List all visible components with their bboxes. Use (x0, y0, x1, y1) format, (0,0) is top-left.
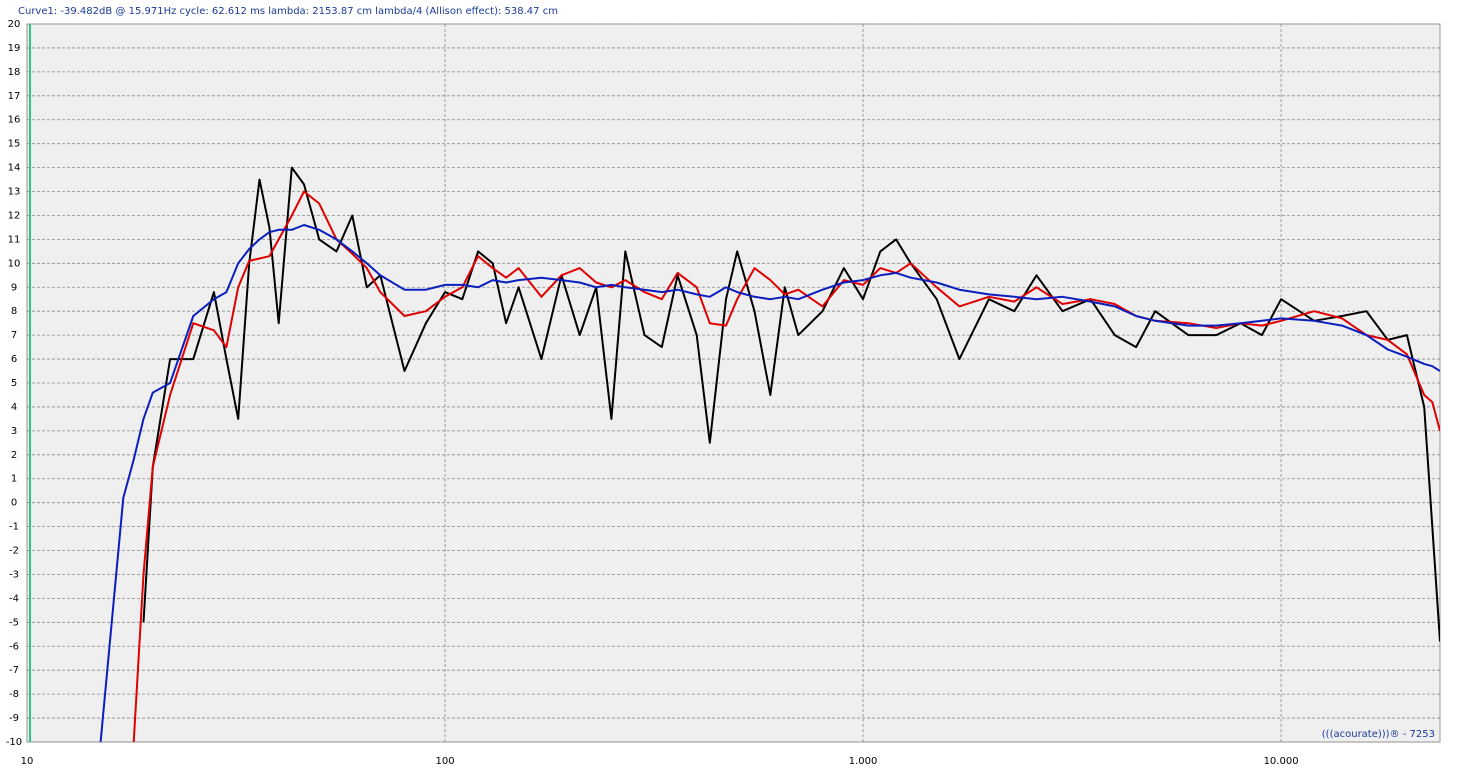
y-tick-label: 3 (11, 426, 17, 437)
y-tick-label: -1 (9, 522, 19, 533)
y-tick-label: 8 (11, 306, 17, 317)
y-tick-label: -9 (9, 713, 19, 724)
y-tick-label: 12 (8, 210, 21, 221)
y-tick-label: 14 (8, 163, 21, 174)
y-tick-label: -8 (9, 689, 19, 700)
x-tick-label: 10 (21, 756, 34, 767)
y-tick-label: 17 (8, 91, 21, 102)
y-tick-label: 10 (8, 258, 21, 269)
series-line (99, 224, 1440, 742)
header-info: Curve1: -39.482dB @ 15.971Hz cycle: 62.6… (18, 6, 558, 17)
grid (26, 23, 1440, 743)
y-tick-label: -10 (6, 737, 22, 748)
x-tick-label: 10.000 (1264, 756, 1299, 767)
y-tick-label: 2 (11, 450, 17, 461)
plot-lines (99, 166, 1440, 742)
y-tick-label: 15 (8, 139, 21, 150)
y-tick-label: -3 (9, 569, 19, 580)
watermark: (((acourate)))® - 7253 (1322, 729, 1435, 740)
y-tick-label: 0 (11, 498, 17, 509)
y-tick-label: 1 (11, 474, 17, 485)
y-tick-label: -7 (9, 665, 19, 676)
y-tick-label: 20 (8, 19, 21, 30)
y-tick-label: 11 (8, 234, 21, 245)
y-tick-label: -5 (9, 617, 19, 628)
y-tick-label: 18 (8, 67, 21, 78)
y-tick-label: 9 (11, 282, 17, 293)
x-tick-label: 100 (435, 756, 454, 767)
y-tick-label: 6 (11, 354, 17, 365)
y-tick-label: -4 (9, 593, 19, 604)
y-tick-label: 7 (11, 330, 17, 341)
y-tick-label: -6 (9, 641, 19, 652)
y-tick-label: 13 (8, 187, 21, 198)
y-tick-label: 4 (11, 402, 17, 413)
y-tick-label: 16 (8, 115, 21, 126)
series-line (132, 190, 1440, 742)
x-tick-label: 1.000 (849, 756, 878, 767)
y-tick-label: 5 (11, 378, 17, 389)
y-tick-label: 19 (8, 43, 21, 54)
series-line (142, 166, 1440, 642)
y-tick-label: -2 (9, 546, 19, 557)
